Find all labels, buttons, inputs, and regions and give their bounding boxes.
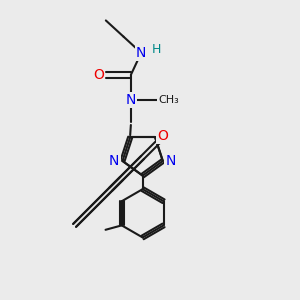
Text: N: N (136, 46, 146, 60)
Text: N: N (126, 93, 136, 107)
Text: N: N (166, 154, 176, 168)
Text: CH₃: CH₃ (158, 95, 179, 105)
Text: N: N (109, 154, 119, 168)
Text: H: H (152, 43, 161, 56)
Text: O: O (157, 129, 168, 143)
Text: O: O (93, 68, 104, 82)
